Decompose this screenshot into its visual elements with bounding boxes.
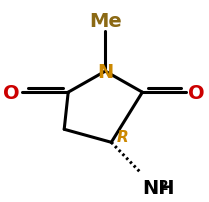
Text: O: O [189,83,205,102]
Text: O: O [4,83,20,102]
Text: NH: NH [142,179,175,197]
Text: R: R [116,129,128,144]
Text: N: N [97,62,113,81]
Text: 2: 2 [159,179,169,193]
Text: Me: Me [89,12,122,31]
